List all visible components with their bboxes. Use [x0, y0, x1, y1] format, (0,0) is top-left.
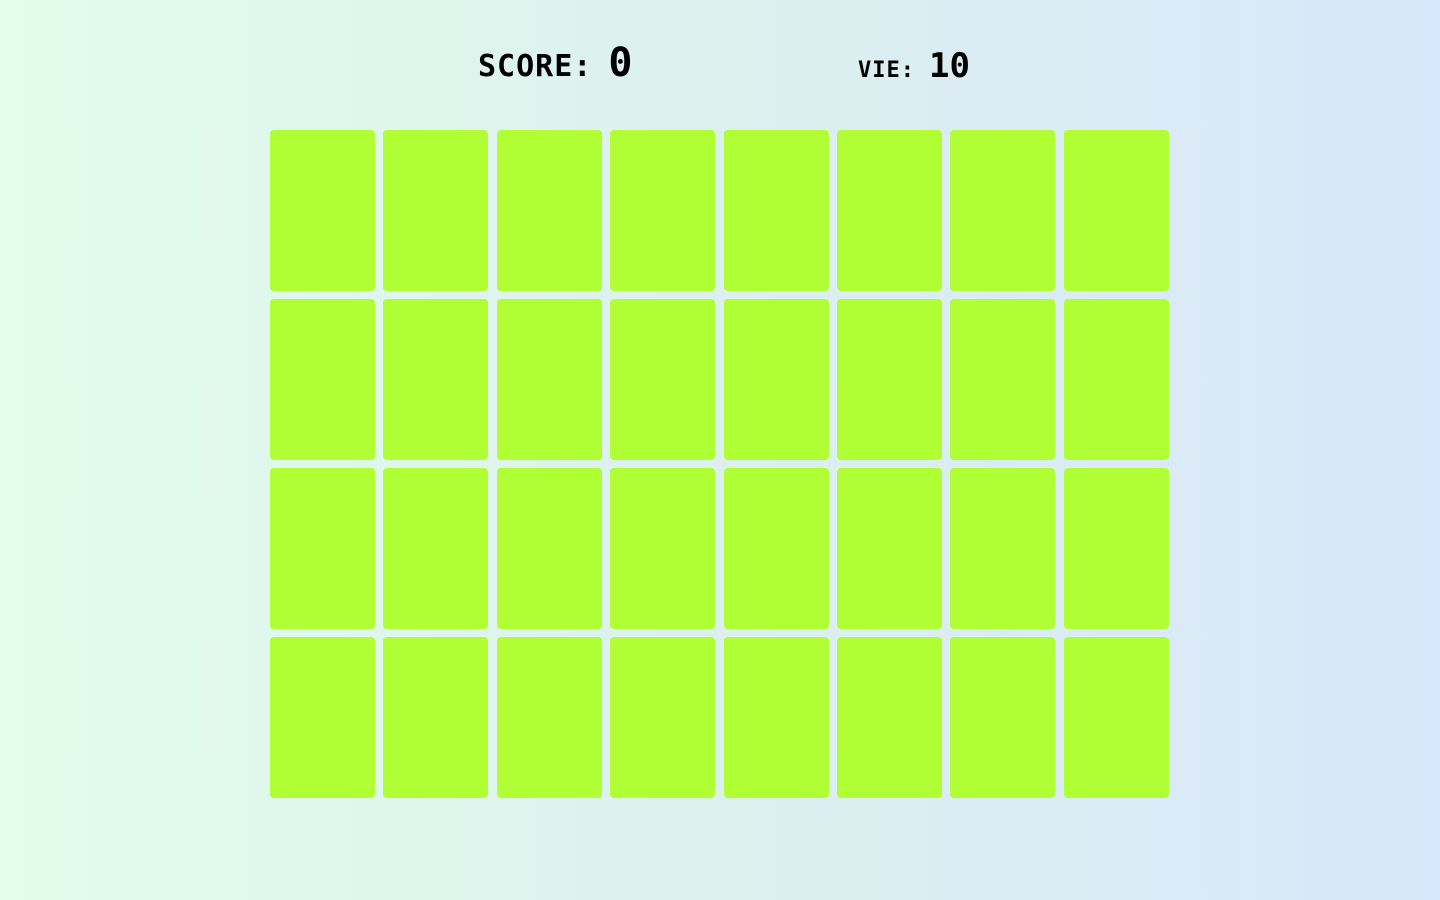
memory-card[interactable]: [836, 637, 942, 798]
score-label: SCORE:: [478, 49, 593, 84]
memory-card[interactable]: [383, 130, 489, 291]
memory-card[interactable]: [723, 468, 829, 629]
memory-card[interactable]: [496, 299, 602, 460]
memory-card[interactable]: [723, 637, 829, 798]
lives-value: 10: [928, 46, 970, 86]
memory-card[interactable]: [270, 468, 375, 629]
memory-card[interactable]: [1063, 468, 1169, 629]
memory-card[interactable]: [610, 637, 716, 798]
memory-card[interactable]: [950, 130, 1056, 291]
memory-card[interactable]: [496, 130, 602, 291]
lives-display: VIE: 10: [858, 46, 970, 86]
memory-card[interactable]: [610, 130, 716, 291]
memory-card[interactable]: [383, 468, 489, 629]
memory-card[interactable]: [383, 637, 489, 798]
memory-card[interactable]: [383, 299, 489, 460]
memory-card[interactable]: [270, 637, 375, 798]
memory-card[interactable]: [496, 637, 602, 798]
memory-card[interactable]: [950, 468, 1056, 629]
score-value: 0: [608, 40, 633, 86]
memory-card[interactable]: [836, 468, 942, 629]
memory-card[interactable]: [270, 130, 375, 291]
hud: SCORE: 0 VIE: 10: [0, 40, 1440, 90]
memory-card[interactable]: [496, 468, 602, 629]
memory-card[interactable]: [1063, 130, 1169, 291]
card-board: [270, 130, 1170, 798]
memory-card[interactable]: [950, 299, 1056, 460]
memory-card[interactable]: [610, 468, 716, 629]
score-display: SCORE: 0: [478, 40, 632, 86]
memory-card[interactable]: [723, 299, 829, 460]
memory-card[interactable]: [270, 299, 375, 460]
memory-card[interactable]: [950, 637, 1056, 798]
memory-card[interactable]: [836, 130, 942, 291]
memory-card[interactable]: [1063, 637, 1169, 798]
memory-card[interactable]: [610, 299, 716, 460]
memory-card[interactable]: [723, 130, 829, 291]
lives-label: VIE:: [858, 58, 915, 83]
memory-card[interactable]: [836, 299, 942, 460]
memory-card[interactable]: [1063, 299, 1169, 460]
